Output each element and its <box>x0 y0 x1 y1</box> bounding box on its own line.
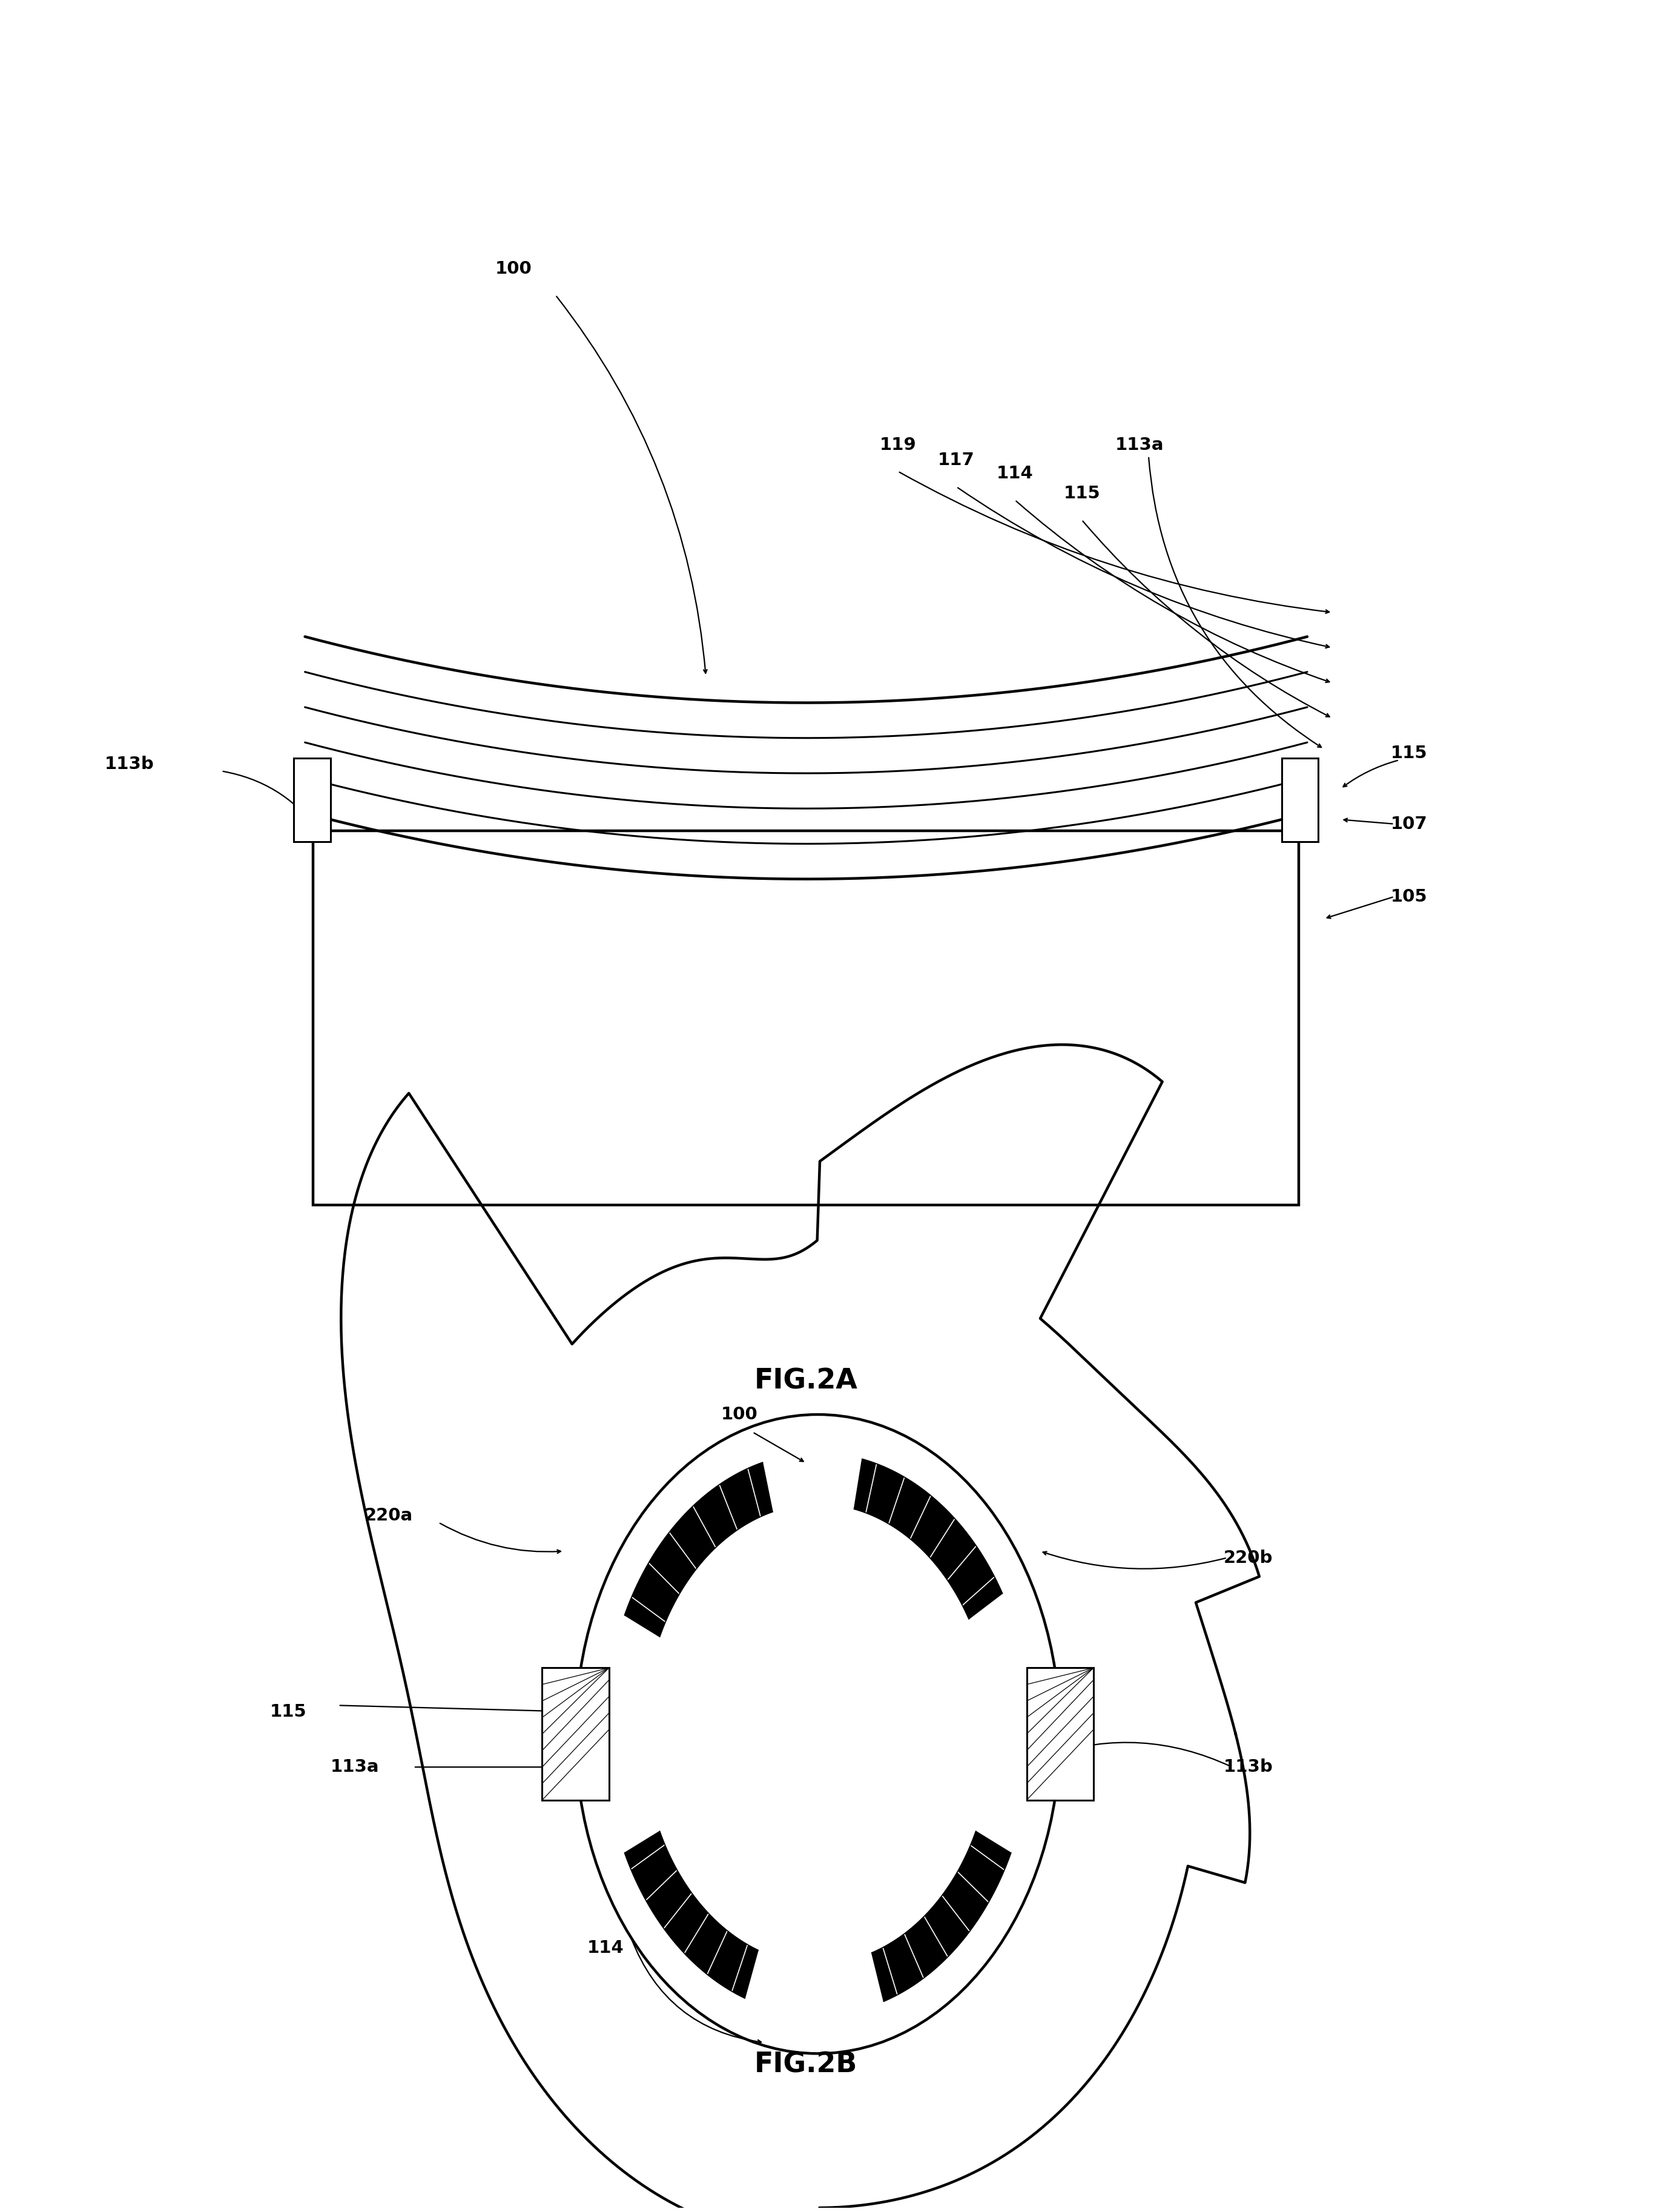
Polygon shape <box>625 1832 759 1997</box>
Text: 114: 114 <box>588 1940 625 1955</box>
Text: FIG.2B: FIG.2B <box>754 2051 858 2079</box>
Text: 114: 114 <box>997 465 1033 482</box>
Polygon shape <box>871 1832 1011 2002</box>
Bar <box>1281 759 1318 841</box>
Text: 113b: 113b <box>104 757 154 772</box>
Text: 105: 105 <box>1390 889 1427 905</box>
Bar <box>542 1668 609 1801</box>
Text: 220b: 220b <box>1224 1548 1273 1566</box>
Text: 113b: 113b <box>1224 1759 1273 1776</box>
Bar <box>1026 1668 1093 1801</box>
Text: 115: 115 <box>270 1703 307 1721</box>
Text: 100: 100 <box>720 1407 757 1422</box>
Bar <box>294 759 331 841</box>
Text: FIG.2A: FIG.2A <box>754 1367 858 1396</box>
Text: 115: 115 <box>1390 745 1427 761</box>
Polygon shape <box>625 1462 772 1637</box>
Text: 113a: 113a <box>1115 436 1164 453</box>
Text: 117: 117 <box>939 451 975 469</box>
Bar <box>314 830 1300 1206</box>
Text: 220a: 220a <box>364 1506 413 1524</box>
Text: 107: 107 <box>1390 816 1427 832</box>
Text: 113a: 113a <box>331 1759 379 1776</box>
Polygon shape <box>855 1460 1002 1619</box>
Text: 115: 115 <box>1063 484 1100 502</box>
Text: 100: 100 <box>495 261 532 276</box>
Text: 119: 119 <box>880 436 917 453</box>
